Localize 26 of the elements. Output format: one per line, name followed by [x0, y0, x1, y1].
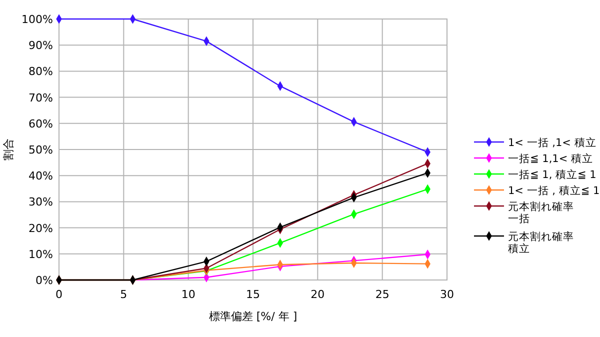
- x-tick-label: 5: [120, 288, 128, 301]
- legend-label: 1< 一括 , 積立≦ 1: [508, 184, 600, 197]
- legend-label: 元本割れ確率一括: [508, 200, 574, 225]
- x-tick-label: 15: [246, 288, 260, 301]
- x-tick-label: 10: [181, 288, 196, 301]
- legend-label: 1< 一括 ,1< 積立: [508, 136, 596, 149]
- x-axis-title: 標準偏差 [%/ 年 ]: [208, 310, 298, 323]
- y-tick-label: 80%: [28, 65, 53, 78]
- y-axis-title: 割合: [2, 138, 15, 160]
- x-tick-label: 0: [56, 288, 62, 301]
- legend-label: 元本割れ確率積立: [508, 230, 574, 255]
- y-tick-label: 100%: [22, 13, 53, 26]
- legend-label: 一括≦ 1, 積立≦ 1: [508, 168, 596, 181]
- y-tick-label: 50%: [28, 144, 53, 156]
- y-tick-label: 40%: [28, 170, 53, 183]
- y-tick-label: 20%: [28, 222, 53, 235]
- y-tick-label: 60%: [28, 117, 53, 130]
- y-tick-label: 70%: [28, 91, 53, 104]
- legend-label: 一括≦ 1,1< 積立: [508, 152, 593, 165]
- x-tick-label: 30: [440, 288, 454, 301]
- y-tick-label: 10%: [28, 248, 53, 261]
- y-tick-label: 0%: [36, 274, 53, 287]
- x-tick-label: 20: [310, 288, 325, 301]
- y-tick-label: 90%: [28, 39, 53, 52]
- x-tick-label: 25: [375, 288, 390, 301]
- y-tick-label: 30%: [28, 196, 53, 209]
